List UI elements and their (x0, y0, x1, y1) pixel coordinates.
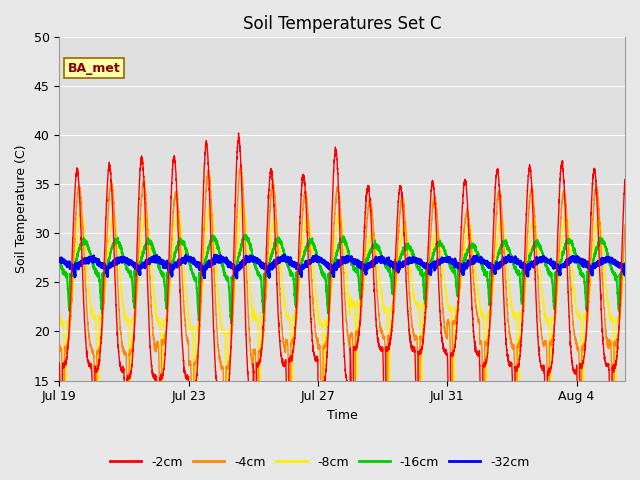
X-axis label: Time: Time (327, 409, 358, 422)
Title: Soil Temperatures Set C: Soil Temperatures Set C (243, 15, 442, 33)
Y-axis label: Soil Temperature (C): Soil Temperature (C) (15, 144, 28, 273)
Text: BA_met: BA_met (68, 62, 120, 75)
Legend: -2cm, -4cm, -8cm, -16cm, -32cm: -2cm, -4cm, -8cm, -16cm, -32cm (105, 451, 535, 474)
